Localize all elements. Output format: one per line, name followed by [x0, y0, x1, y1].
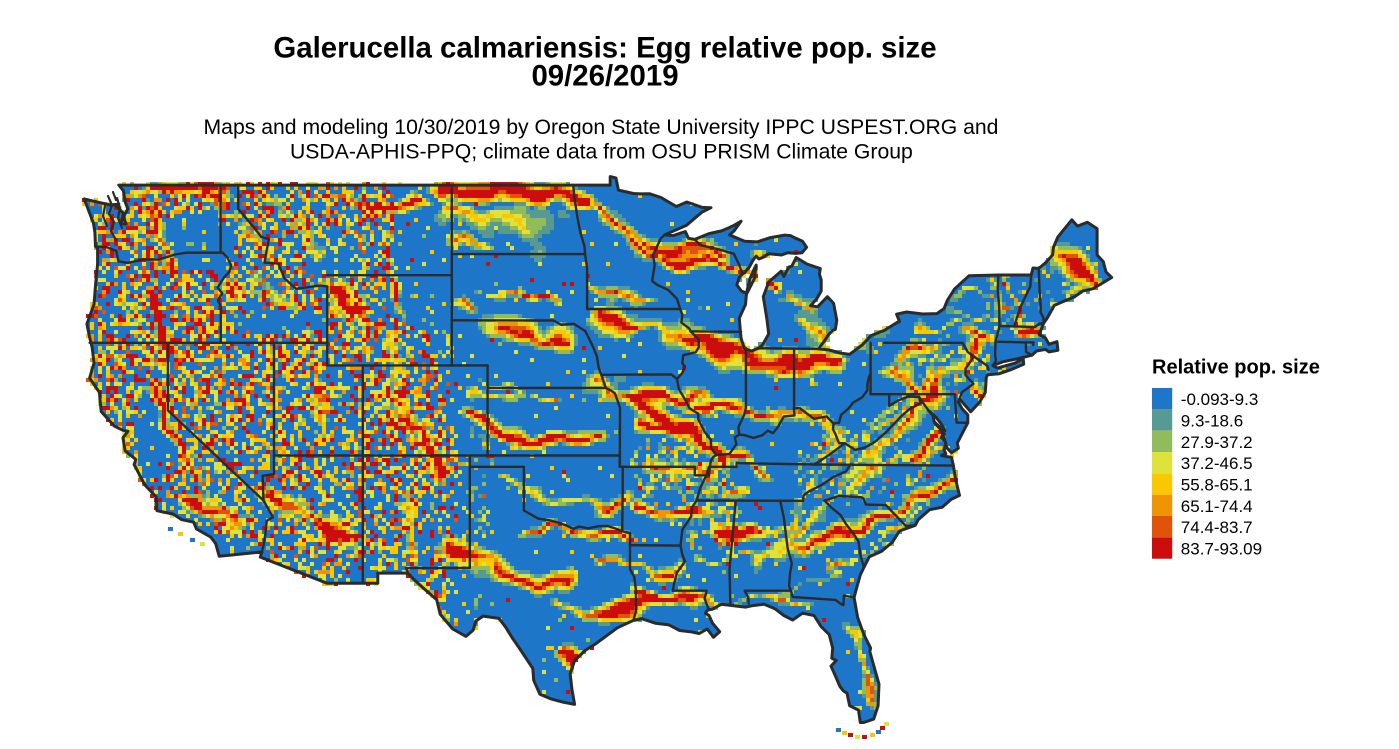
svg-text:83.7-93.09: 83.7-93.09: [1181, 540, 1262, 559]
svg-text:Maps and modeling 10/30/2019 b: Maps and modeling 10/30/2019 by Oregon S…: [204, 116, 999, 139]
svg-text:Relative pop. size: Relative pop. size: [1152, 357, 1320, 379]
svg-text:-0.093-9.3: -0.093-9.3: [1181, 390, 1259, 409]
svg-text:Galerucella calmariensis: Egg: Galerucella calmariensis: Egg relative p…: [273, 32, 936, 65]
svg-text:9.3-18.6: 9.3-18.6: [1181, 412, 1243, 431]
svg-text:27.9-37.2: 27.9-37.2: [1181, 433, 1253, 452]
svg-text:74.4-83.7: 74.4-83.7: [1181, 518, 1253, 537]
svg-text:37.2-46.5: 37.2-46.5: [1181, 454, 1253, 473]
svg-text:USDA-APHIS-PPQ; climate data f: USDA-APHIS-PPQ; climate data from OSU PR…: [290, 140, 913, 163]
svg-text:09/26/2019: 09/26/2019: [531, 60, 678, 93]
svg-text:65.1-74.4: 65.1-74.4: [1181, 497, 1253, 516]
svg-text:55.8-65.1: 55.8-65.1: [1181, 476, 1253, 495]
